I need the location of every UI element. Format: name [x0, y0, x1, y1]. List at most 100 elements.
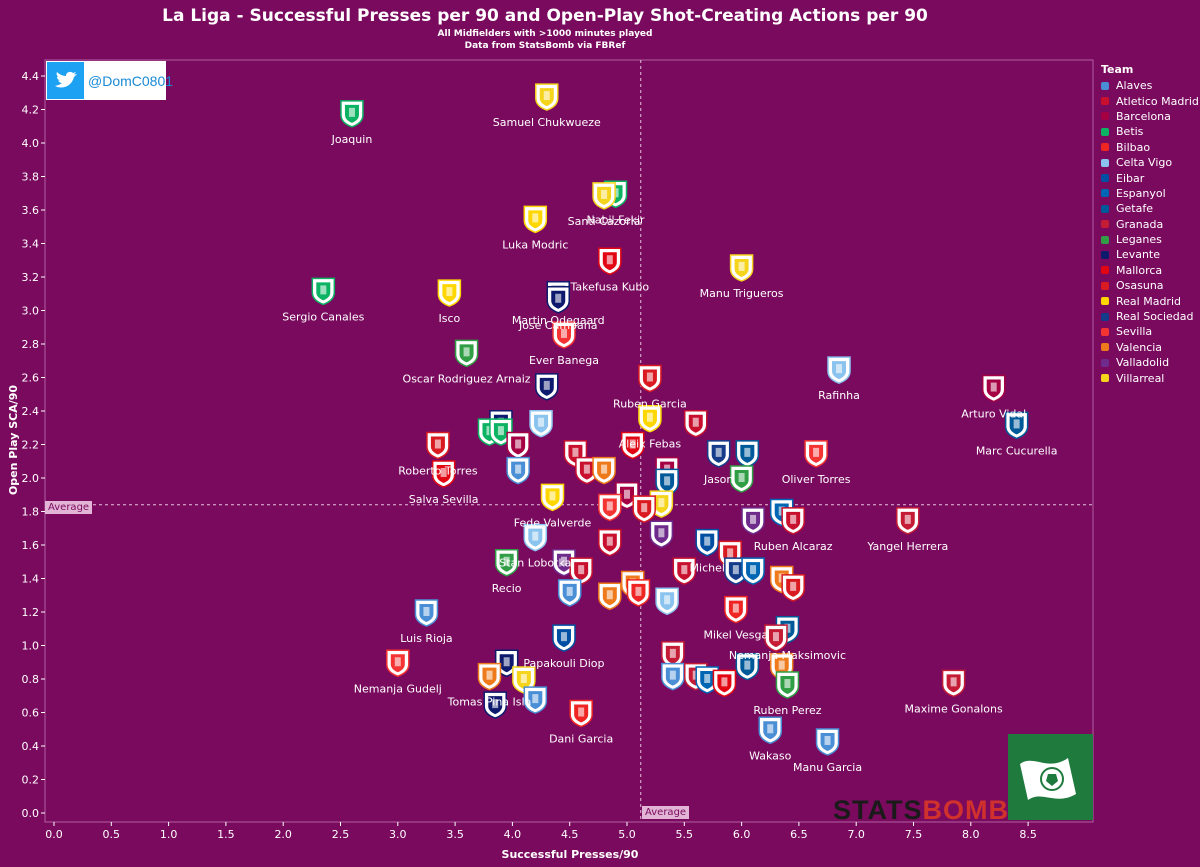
data-point[interactable]: [695, 528, 719, 557]
data-point[interactable]: [598, 582, 622, 611]
data-point[interactable]: [729, 465, 754, 493]
point-label: Oliver Torres: [782, 473, 851, 486]
data-point[interactable]: [523, 205, 548, 234]
legend-item[interactable]: Bilbao: [1101, 140, 1199, 155]
data-point[interactable]: [311, 277, 336, 306]
data-point[interactable]: [535, 83, 559, 111]
legend-item[interactable]: Levante: [1101, 247, 1199, 262]
data-point[interactable]: [386, 649, 410, 678]
data-point[interactable]: [896, 507, 920, 535]
data-point[interactable]: [552, 624, 576, 652]
data-point[interactable]: [649, 520, 674, 549]
data-point[interactable]: [569, 699, 593, 728]
data-point[interactable]: [494, 549, 519, 577]
data-point[interactable]: [454, 339, 479, 368]
data-point[interactable]: [661, 641, 685, 669]
legend-item[interactable]: Osasuna: [1101, 278, 1199, 293]
data-point[interactable]: [672, 557, 697, 585]
data-point[interactable]: [431, 460, 456, 488]
point-label: Mikel Vesga: [703, 629, 768, 642]
data-point[interactable]: [764, 624, 788, 652]
data-point[interactable]: [592, 456, 616, 485]
point-label: Rafinha: [818, 389, 860, 402]
data-point[interactable]: [523, 523, 548, 552]
legend-item[interactable]: Villarreal: [1101, 370, 1199, 385]
data-point[interactable]: [506, 456, 530, 485]
data-point[interactable]: [941, 669, 966, 698]
legend-item[interactable]: Real Sociedad: [1101, 309, 1199, 324]
data-point[interactable]: [477, 662, 502, 691]
x-tick-label: 6.5: [790, 828, 808, 841]
data-point[interactable]: [535, 373, 559, 401]
point-label: Recio: [492, 582, 522, 595]
point-label: Martin Odegaard: [512, 314, 605, 327]
legend-item[interactable]: Alaves: [1101, 78, 1199, 93]
legend-item[interactable]: Eibar: [1101, 170, 1199, 185]
data-point[interactable]: [552, 321, 576, 349]
legend-item[interactable]: Mallorca: [1101, 263, 1199, 278]
legend-label: Barcelona: [1116, 109, 1171, 123]
legend-item[interactable]: Sevilla: [1101, 324, 1199, 339]
data-point[interactable]: [414, 599, 439, 627]
data-point[interactable]: [598, 493, 622, 522]
data-point[interactable]: [735, 652, 760, 681]
legend-item[interactable]: Espanyol: [1101, 186, 1199, 201]
twitter-handle: @DomC0801: [88, 72, 174, 89]
data-point[interactable]: [638, 404, 662, 433]
data-point[interactable]: [638, 364, 662, 393]
legend-item[interactable]: Atletico Madrid: [1101, 93, 1199, 108]
point-label: Salva Sevilla: [409, 493, 479, 506]
data-point[interactable]: [557, 579, 582, 607]
twitter-badge[interactable]: @DomC0801: [46, 61, 173, 100]
data-point[interactable]: [775, 671, 800, 699]
legend-item[interactable]: Getafe: [1101, 201, 1199, 216]
data-point[interactable]: [437, 279, 462, 307]
data-point[interactable]: [981, 374, 1006, 403]
data-point[interactable]: [712, 669, 737, 698]
data-point[interactable]: [729, 254, 754, 282]
data-point[interactable]: [529, 409, 553, 438]
data-point[interactable]: [506, 431, 530, 460]
team-crest-icon: [1101, 174, 1109, 183]
data-point[interactable]: [684, 409, 708, 438]
data-point[interactable]: [781, 574, 805, 602]
y-tick-label: 0.0: [22, 807, 40, 820]
data-point[interactable]: [815, 728, 840, 756]
legend-item[interactable]: Leganes: [1101, 232, 1199, 247]
legend-item[interactable]: Valencia: [1101, 340, 1199, 355]
data-point[interactable]: [804, 440, 828, 468]
data-point[interactable]: [661, 662, 685, 691]
legend-item[interactable]: Real Madrid: [1101, 293, 1199, 308]
team-crest-icon: [1101, 220, 1109, 229]
data-point[interactable]: [741, 557, 765, 585]
legend-item[interactable]: Barcelona: [1101, 109, 1199, 124]
data-point[interactable]: [724, 595, 748, 624]
data-point[interactable]: [626, 579, 651, 607]
data-point[interactable]: [340, 100, 364, 128]
data-point[interactable]: [706, 440, 731, 468]
data-point[interactable]: [426, 431, 450, 460]
data-point[interactable]: [741, 507, 765, 535]
data-point[interactable]: [758, 716, 782, 745]
data-point[interactable]: [598, 528, 622, 557]
point-labels: Joaquin Samuel Chukwueze Nabil FekirSanti …: [282, 116, 1057, 774]
data-point[interactable]: [1004, 411, 1029, 440]
data-point[interactable]: [655, 587, 679, 616]
data-point[interactable]: [523, 686, 548, 714]
data-point[interactable]: [827, 356, 851, 384]
data-point[interactable]: [546, 286, 570, 314]
legend-item[interactable]: Granada: [1101, 217, 1199, 232]
chart-subtitle: All Midfielders with >1000 minutes playe…: [437, 29, 653, 39]
data-point[interactable]: [540, 483, 565, 512]
data-point[interactable]: [483, 691, 507, 719]
legend-item[interactable]: Celta Vigo: [1101, 155, 1199, 170]
data-point[interactable]: [592, 182, 616, 210]
legend-item[interactable]: Valladolid: [1101, 355, 1199, 370]
x-tick-label: 4.0: [504, 828, 522, 841]
data-point[interactable]: [781, 507, 805, 535]
data-point[interactable]: [598, 247, 622, 276]
data-point[interactable]: [620, 431, 645, 460]
legend-item[interactable]: Betis: [1101, 124, 1199, 139]
data-point[interactable]: [632, 495, 656, 523]
data-point[interactable]: [735, 440, 760, 468]
